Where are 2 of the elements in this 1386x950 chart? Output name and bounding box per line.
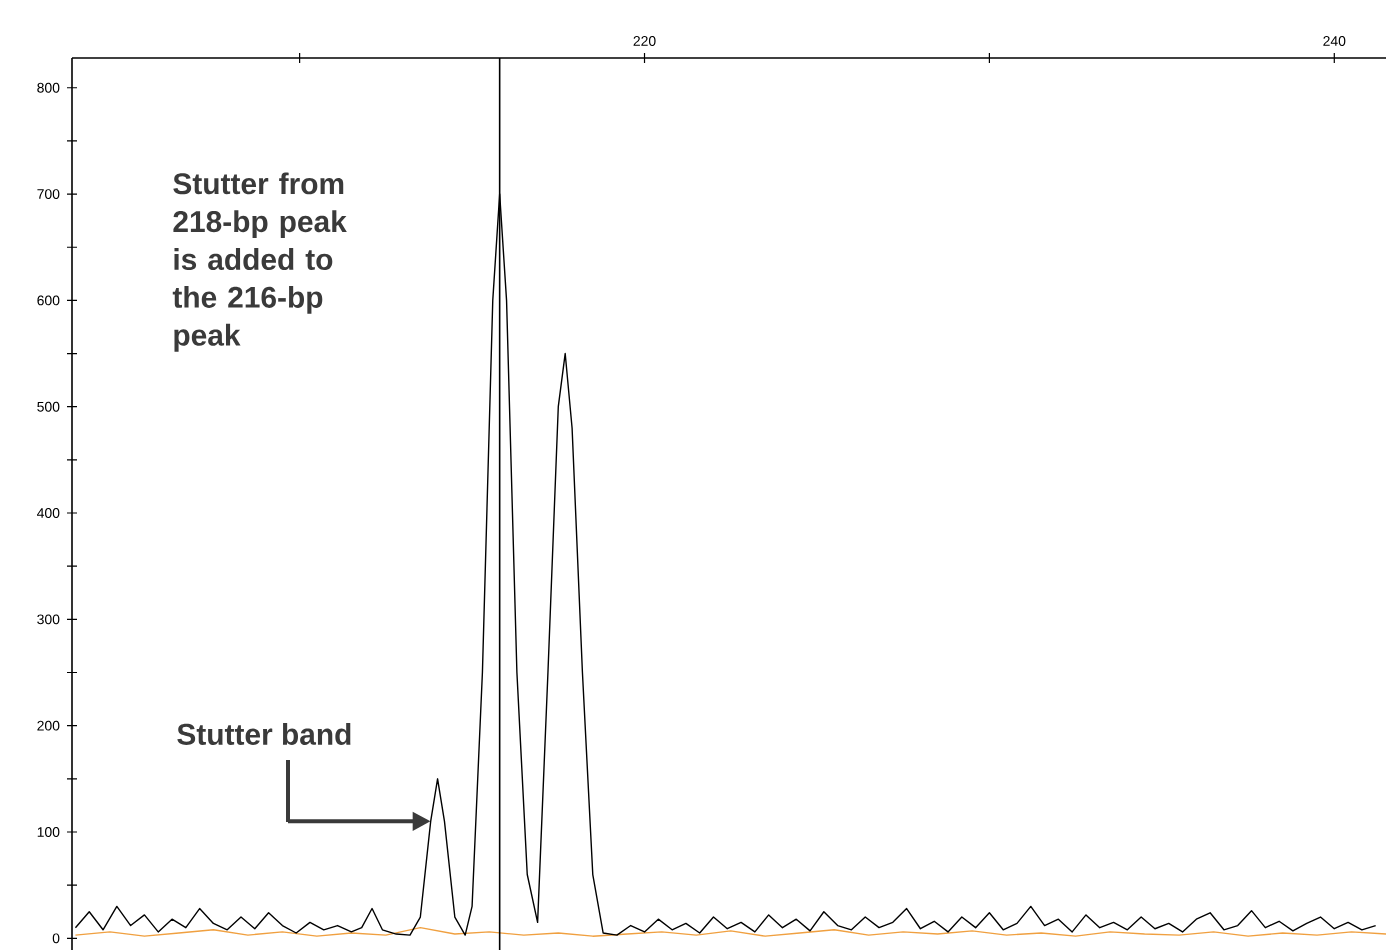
annotation: Stutter band: [177, 723, 351, 745]
annotation: Stutter from 218-bp peak is added to the 216-bp peak: [172, 172, 347, 352]
